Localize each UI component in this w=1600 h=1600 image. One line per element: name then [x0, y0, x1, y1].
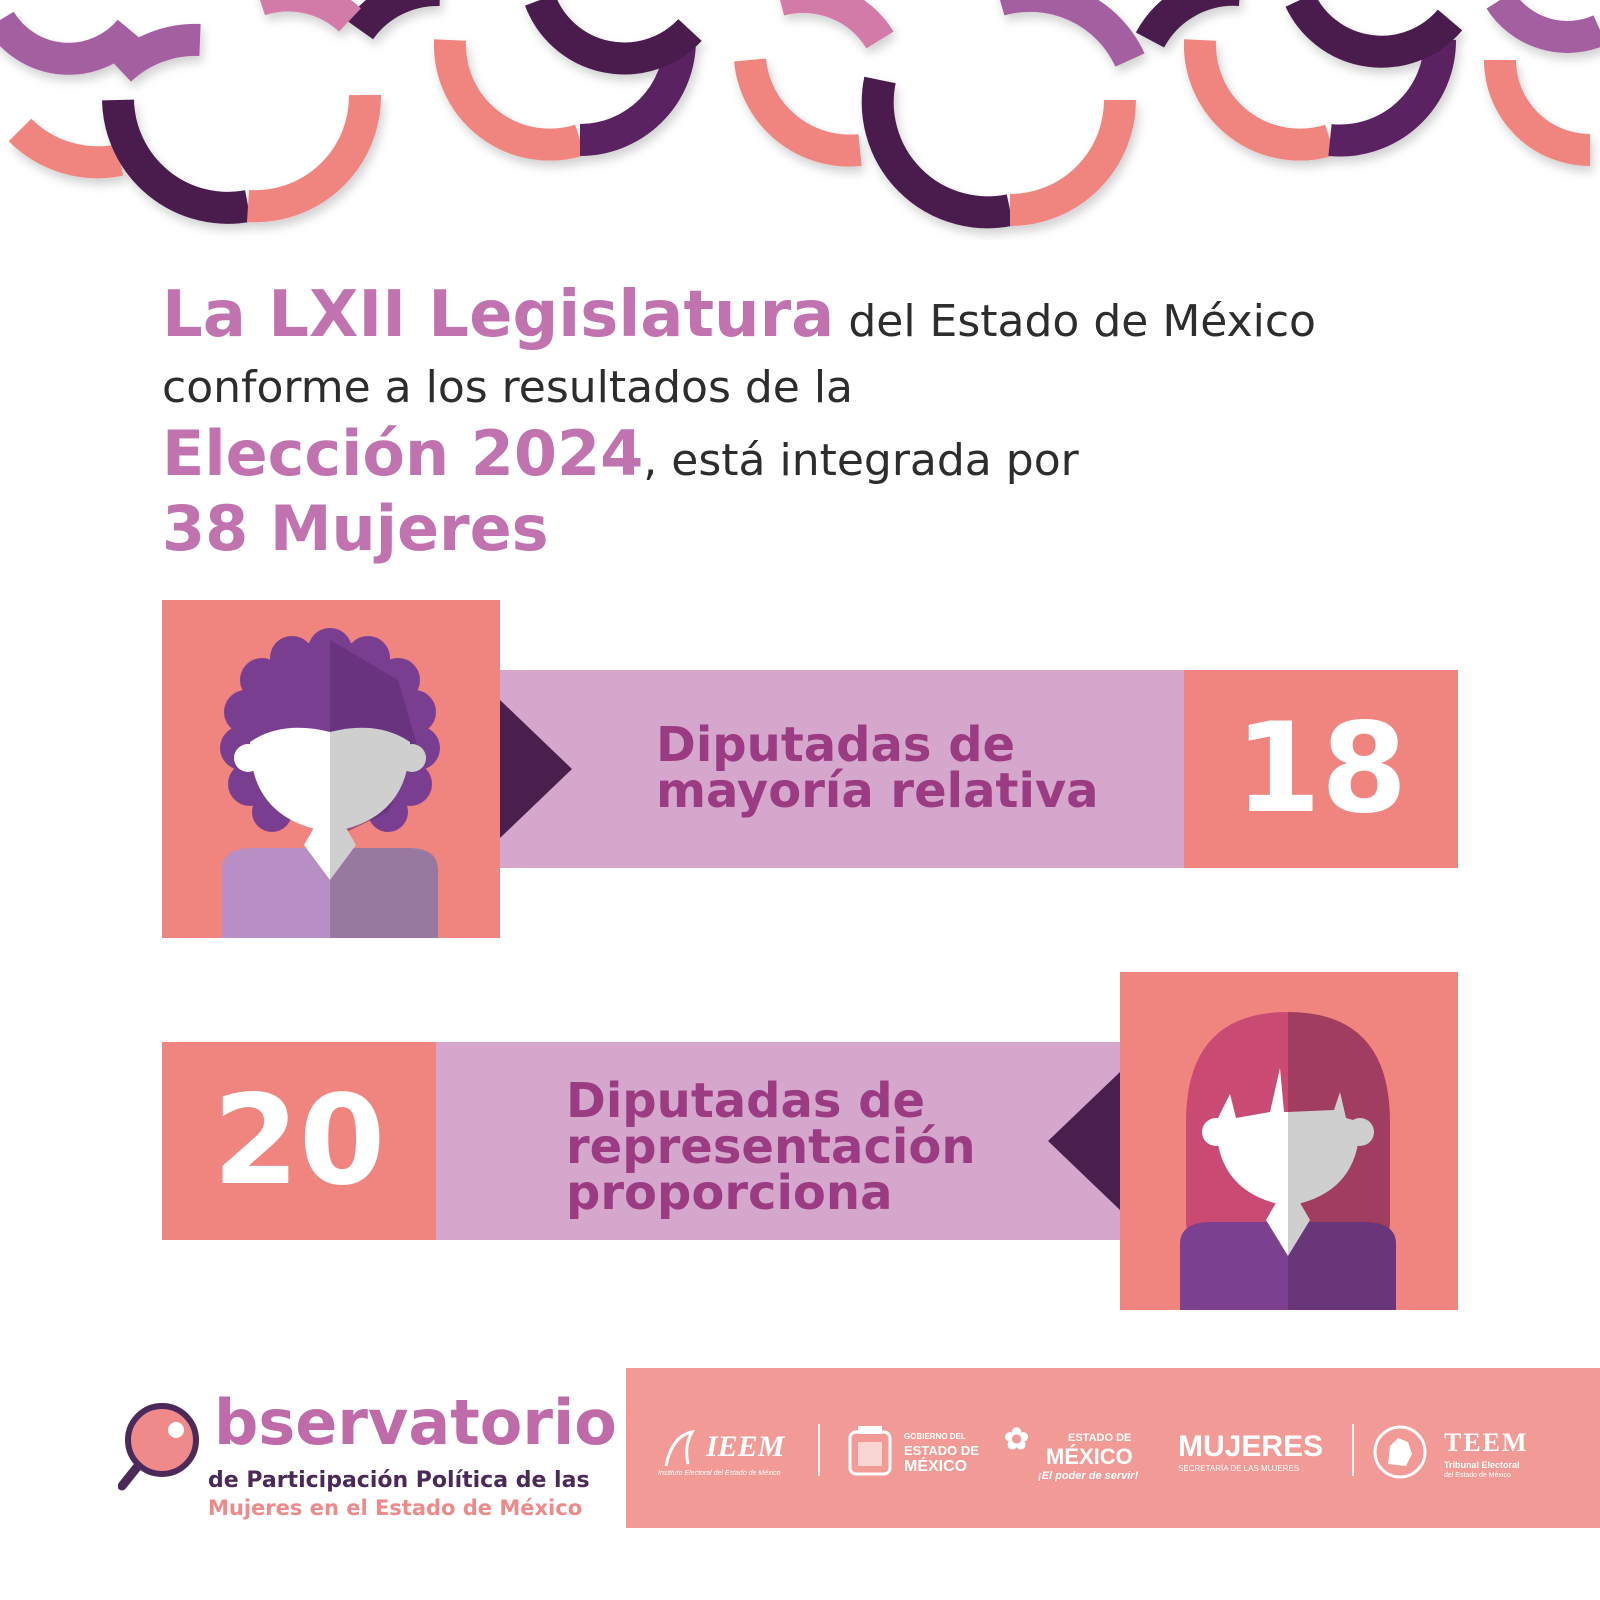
row2-label: Diputadas de representación proporciona — [566, 1073, 976, 1221]
magnifier-icon — [118, 1403, 199, 1491]
teem-subtitle-2: del Estado de México — [1444, 1472, 1511, 1479]
edomex-small: ESTADO DE — [1068, 1432, 1132, 1444]
row2-label-line-3: proporciona — [566, 1165, 893, 1221]
separator — [1352, 1424, 1354, 1476]
row2-label-line-1: Diputadas de — [566, 1073, 926, 1129]
headline: La LXII Legislatura del Estado de México… — [162, 282, 1492, 564]
headline-legislatura: La LXII Legislatura — [162, 278, 835, 352]
row1-label-line-1: Diputadas de — [656, 717, 1016, 773]
partner-logos-strip: IEEM Instituto Electoral del Estado de M… — [626, 1368, 1600, 1528]
headline-eleccion: Elección 2024 — [162, 417, 644, 490]
observatorio-subtitle-2: Mujeres en el Estado de México — [208, 1496, 583, 1520]
woman-avatar-curly-tile — [162, 600, 500, 938]
teem-wordmark: TEEM — [1444, 1428, 1529, 1457]
teem-map-icon — [1373, 1425, 1427, 1479]
row2-arrow — [1048, 1072, 1120, 1210]
teem-subtitle-1: Tribunal Electoral — [1444, 1460, 1520, 1470]
woman-curly-hair-icon — [220, 628, 440, 938]
row2-label-line-2: representación — [566, 1119, 976, 1175]
headline-line-3: Elección 2024, está integrada por — [162, 421, 1492, 494]
ieem-figure-icon — [664, 1429, 695, 1467]
gobierno-big: MÉXICO — [904, 1458, 968, 1475]
separator — [818, 1424, 820, 1476]
headline-estado: del Estado de México — [848, 296, 1316, 347]
woman-long-hair-icon — [1180, 1012, 1396, 1310]
gobierno-small: GOBIERNO DEL — [904, 1432, 966, 1441]
mujeres-wordmark: MUJERES — [1178, 1430, 1324, 1463]
row1-arrow — [500, 700, 572, 838]
ieem-subtitle: Instituto Electoral del Estado de México — [658, 1470, 781, 1477]
hummingbird-icon: ✿ — [1004, 1423, 1030, 1456]
row1-label: Diputadas de mayoría relativa — [656, 717, 1099, 819]
ieem-wordmark: IEEM — [706, 1430, 785, 1463]
mujeres-subtitle: SECRETARÍA DE LAS MUJERES — [1178, 1464, 1300, 1473]
row2-count: 20 — [162, 1042, 436, 1240]
observatorio-title: bservatorio — [214, 1386, 617, 1459]
row1-label-line-2: mayoría relativa — [656, 763, 1099, 819]
gobierno-mid: ESTADO DE — [904, 1443, 979, 1458]
row2-label-band — [436, 1042, 1120, 1240]
headline-line-1: La LXII Legislatura del Estado de México — [162, 282, 1492, 355]
headline-38-mujeres: 38 Mujeres — [162, 492, 549, 565]
headline-line-2: conforme a los resultados de la — [162, 362, 854, 413]
edomex-big: MÉXICO — [1046, 1444, 1133, 1469]
row1-count: 18 — [1184, 670, 1458, 868]
woman-avatar-long-hair-tile — [1120, 972, 1458, 1310]
edomex-tagline: ¡El poder de servir! — [1038, 1470, 1139, 1482]
decorative-ring-pattern — [0, 0, 1600, 229]
coat-of-arms-icon — [848, 1426, 892, 1476]
row1-label-band — [500, 670, 1184, 868]
observatorio-subtitle-1: de Participación Política de las — [208, 1468, 590, 1493]
headline-integrada: , está integrada por — [643, 435, 1079, 486]
